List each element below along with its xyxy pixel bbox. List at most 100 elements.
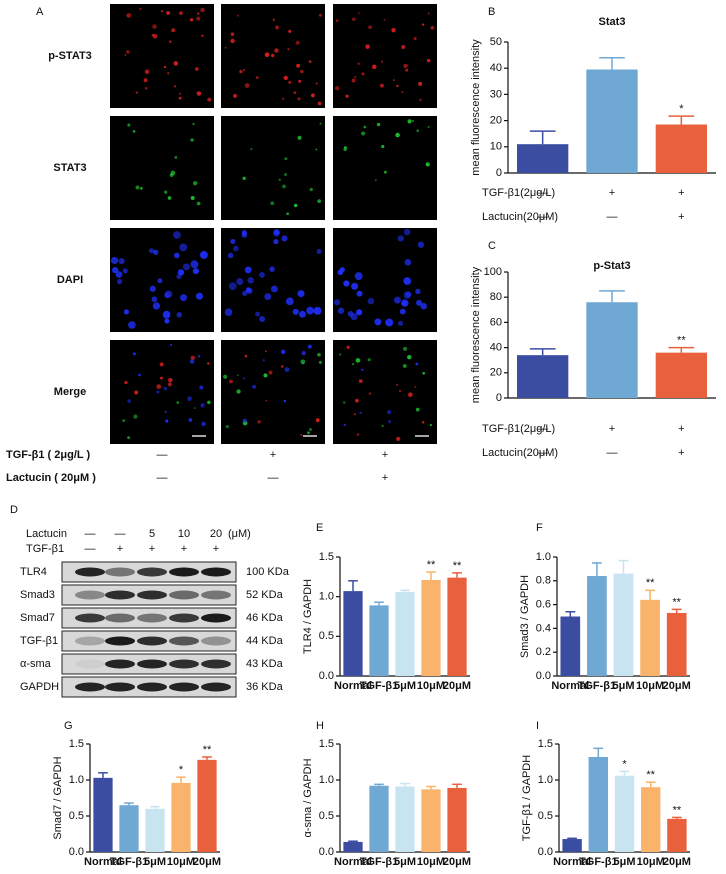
cell-signal (401, 299, 409, 307)
cell-signal (167, 71, 170, 75)
cell-signal (309, 428, 312, 431)
bar (421, 789, 441, 852)
cell-signal (354, 272, 363, 281)
x-tick-label: TGF-β1 (579, 856, 618, 868)
cell-signal (182, 263, 190, 271)
cell-signal (368, 25, 372, 30)
cell-signal (151, 296, 158, 303)
cell-signal (229, 379, 233, 384)
cell-signal (388, 420, 392, 424)
cell-signal (176, 274, 182, 280)
cell-signal (165, 419, 169, 423)
y-tick-label: 0.0 (319, 670, 334, 682)
cell-signal (177, 269, 185, 276)
cell-signal (126, 50, 130, 54)
y-tick-label: 1.5 (69, 738, 84, 750)
cell-signal (164, 290, 173, 299)
cell-signal (164, 410, 167, 413)
cell-signal (313, 306, 322, 315)
y-tick-label: 0.2 (536, 646, 551, 658)
cell-signal (122, 268, 128, 274)
cell-signal (188, 418, 193, 422)
cell-signal (228, 282, 237, 291)
cell-signal (265, 350, 267, 353)
bar (447, 787, 467, 852)
condition-mark: — (537, 423, 548, 435)
cell-signal (230, 38, 235, 44)
bar (641, 787, 661, 852)
x-tick-label: Normal (334, 856, 372, 868)
cell-signal (301, 350, 306, 356)
cell-signal (287, 48, 290, 51)
cell-signal (169, 173, 174, 177)
cell-signal (367, 358, 371, 362)
cell-signal (173, 61, 179, 66)
cell-signal (361, 368, 364, 371)
y-tick-label: 1.5 (319, 551, 334, 563)
cell-signal (415, 407, 420, 412)
panel-letter: D (10, 504, 18, 516)
cell-signal (293, 91, 297, 95)
cell-signal (139, 7, 142, 11)
cell-signal (418, 81, 423, 86)
treatment-label: Lactucin (26, 528, 67, 540)
condition-label: TGF-β1 ( 2μg/L ) (6, 449, 90, 461)
band-protein: GAPDH (20, 681, 59, 693)
treatment-unit: (μM) (228, 528, 251, 540)
cell-signal (236, 389, 241, 394)
band-size: 100 KDa (246, 566, 290, 578)
blot-band (137, 682, 167, 692)
cell-signal (224, 46, 227, 49)
cell-signal (318, 360, 322, 364)
cell-signal (189, 359, 195, 364)
y-axis-label: Smad7 / GAPDH (52, 756, 64, 839)
cell-signal (317, 353, 321, 357)
cell-signal (159, 362, 164, 367)
blot-band (169, 567, 199, 577)
cell-signal (250, 148, 253, 151)
y-axis-label: α-sma / GAPDH (302, 758, 314, 837)
blot-band (169, 613, 199, 623)
cell-signal (395, 132, 400, 138)
x-tick-label: Normal (334, 680, 372, 692)
cell-signal (127, 123, 131, 127)
cell-signal (401, 91, 404, 94)
cell-signal (239, 69, 243, 74)
panel-letter: G (64, 720, 73, 732)
bar (613, 573, 634, 676)
cell-signal (295, 40, 300, 45)
blot-band (75, 636, 105, 646)
cell-signal (416, 299, 423, 306)
y-tick-label: 20 (490, 367, 502, 379)
cell-signal (315, 148, 318, 151)
treatment-mark: — (85, 543, 96, 555)
cell-signal (200, 7, 205, 13)
cell-signal (243, 68, 246, 71)
cell-signal (178, 96, 182, 100)
cell-signal (379, 83, 384, 88)
cell-signal (363, 125, 367, 129)
cell-signal (417, 241, 425, 248)
x-tick-label: TGF-β1 (578, 680, 617, 692)
cell-signal (383, 18, 386, 21)
cell-signal (343, 423, 347, 427)
cell-signal (318, 13, 322, 17)
y-tick-label: 0.5 (319, 630, 334, 642)
cell-signal (414, 385, 417, 388)
blot-band (201, 682, 231, 692)
cell-signal (355, 398, 359, 403)
cell-signal (308, 60, 312, 64)
y-tick-label: 40 (490, 342, 502, 354)
band-size: 52 KDa (246, 589, 284, 601)
y-tick-label: 1.5 (538, 738, 553, 750)
cell-signal (153, 249, 159, 255)
blot-band (105, 613, 135, 623)
cell-signal (403, 277, 412, 286)
blot-band (105, 636, 135, 646)
cell-signal (126, 13, 132, 18)
cell-signal (112, 266, 119, 274)
x-tick-label: 10μM (636, 680, 664, 692)
cell-signal (339, 353, 342, 356)
cell-signal (152, 302, 161, 310)
